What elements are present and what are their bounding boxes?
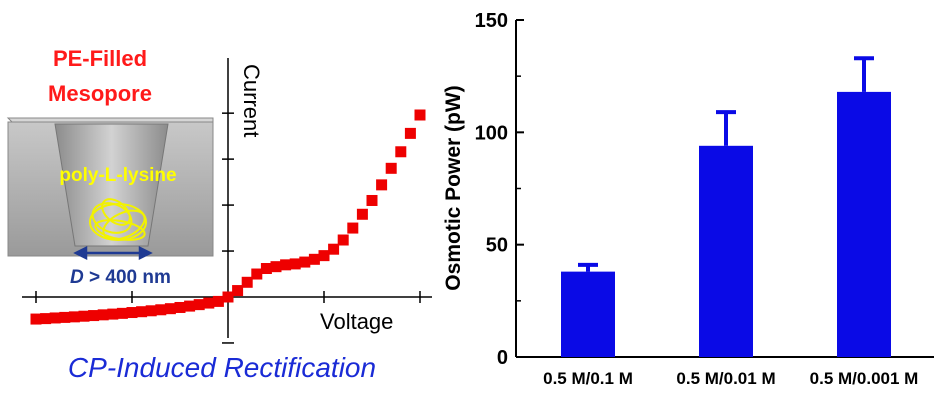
conical-pore <box>54 123 169 247</box>
iv-data-point <box>30 313 42 325</box>
iv-data-point <box>395 146 407 158</box>
iv-data-point <box>318 250 330 262</box>
figure-caption: CP-Induced Rectification <box>68 352 376 383</box>
iv-data-point <box>251 268 263 280</box>
iv-data-point <box>376 179 388 191</box>
bar-category-label: 0.5 M/0.1 M <box>543 369 633 388</box>
iv-data-point <box>241 276 253 288</box>
iv-data-point <box>193 299 205 311</box>
mesopore-schematic <box>6 117 214 261</box>
bar-x-categories: 0.5 M/0.1 M 0.5 M/0.01 M 0.5 M/0.001 M <box>543 369 918 388</box>
iv-y-axis-label: Current <box>239 64 264 137</box>
iv-data-point <box>385 162 397 174</box>
iv-data-point <box>270 261 282 273</box>
polymer-coil <box>89 198 147 241</box>
diameter-label: D > 400 nm <box>70 267 171 288</box>
iv-data-points <box>30 109 426 325</box>
diameter-symbol: D <box>70 267 84 288</box>
iv-data-point <box>356 208 368 220</box>
iv-data-point <box>404 127 416 139</box>
iv-curve-chart: Voltage Current <box>22 58 432 344</box>
iv-data-point <box>88 310 100 322</box>
schematic-title-line2: Mesopore <box>48 81 152 106</box>
diameter-value: > 400 nm <box>84 267 171 288</box>
iv-data-point <box>116 307 128 319</box>
bar-y-tick-label: 150 <box>475 10 508 32</box>
iv-data-point <box>68 311 80 323</box>
iv-data-point <box>40 313 52 325</box>
iv-data-point <box>174 301 186 313</box>
iv-data-point <box>126 307 138 319</box>
iv-data-point <box>203 297 215 309</box>
iv-data-point <box>280 259 292 271</box>
bar-category-label: 0.5 M/0.01 M <box>676 369 775 388</box>
iv-data-point <box>78 310 90 322</box>
iv-data-point <box>260 263 272 275</box>
bar-y-tick-label: 100 <box>475 122 508 144</box>
iv-data-point <box>232 285 244 297</box>
iv-data-point <box>347 222 359 234</box>
iv-data-point <box>164 303 176 315</box>
iv-data-point <box>184 300 196 312</box>
iv-x-axis-label: Voltage <box>320 309 393 334</box>
iv-data-point <box>337 234 349 246</box>
iv-data-point <box>59 311 71 323</box>
iv-data-point <box>136 306 148 318</box>
iv-data-point <box>299 256 311 268</box>
bar-category-label: 0.5 M/0.001 M <box>810 369 919 388</box>
schematic-title-line1: PE-Filled <box>53 46 147 71</box>
iv-data-point <box>212 295 224 307</box>
iv-data-point <box>366 194 378 206</box>
iv-data-point <box>289 258 301 270</box>
iv-data-point <box>155 304 167 316</box>
bar <box>699 145 753 357</box>
diameter-arrow <box>73 245 153 261</box>
iv-data-point <box>414 109 426 121</box>
iv-data-point <box>222 291 234 303</box>
iv-data-point <box>49 312 61 324</box>
bar-y-tick-label: 50 <box>486 235 508 257</box>
bar <box>561 271 615 357</box>
bar-y-ticks: 0 50 100 150 <box>475 10 524 369</box>
iv-data-point <box>107 308 119 320</box>
iv-data-point <box>308 253 320 265</box>
iv-data-point <box>145 305 157 317</box>
bar <box>837 91 891 357</box>
bar-y-axis-label: Osmotic Power (pW) <box>442 85 465 290</box>
bar-y-tick-label: 0 <box>497 347 508 369</box>
bar-series <box>561 56 891 357</box>
polymer-label: poly-L-lysine <box>59 165 176 186</box>
iv-data-point <box>328 243 340 255</box>
iv-data-point <box>97 309 109 321</box>
